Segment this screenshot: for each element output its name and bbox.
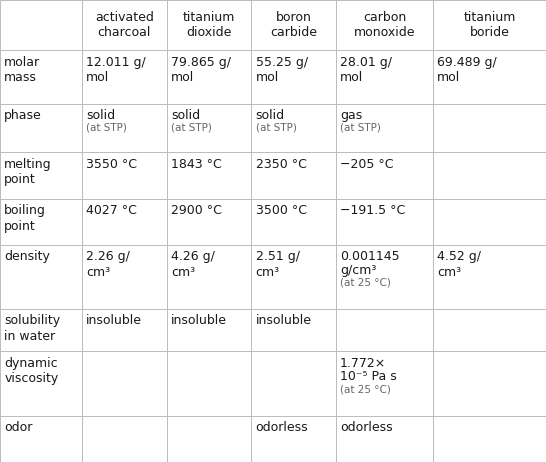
Text: insoluble: insoluble: [256, 314, 312, 327]
Text: 0.001145: 0.001145: [340, 250, 400, 263]
Text: −205 °C: −205 °C: [340, 158, 394, 171]
Text: (at STP): (at STP): [171, 122, 212, 132]
Text: 4.52 g/
cm³: 4.52 g/ cm³: [437, 250, 482, 279]
Text: 2.51 g/
cm³: 2.51 g/ cm³: [256, 250, 300, 279]
Text: solubility
in water: solubility in water: [4, 314, 61, 343]
Text: 79.865 g/
mol: 79.865 g/ mol: [171, 56, 231, 85]
Text: 4027 °C: 4027 °C: [86, 204, 137, 217]
Text: odor: odor: [4, 421, 33, 434]
Text: odorless: odorless: [256, 421, 308, 434]
Text: 10⁻⁵ Pa s: 10⁻⁵ Pa s: [340, 371, 397, 383]
Text: gas: gas: [340, 109, 363, 122]
Text: 3500 °C: 3500 °C: [256, 204, 306, 217]
Text: boiling
point: boiling point: [4, 204, 46, 233]
Text: dynamic
viscosity: dynamic viscosity: [4, 357, 58, 385]
Text: odorless: odorless: [340, 421, 393, 434]
Text: 1843 °C: 1843 °C: [171, 158, 222, 171]
Text: g/cm³: g/cm³: [340, 264, 377, 277]
Text: carbon
monoxide: carbon monoxide: [354, 11, 415, 39]
Text: molar
mass: molar mass: [4, 56, 40, 85]
Text: 69.489 g/
mol: 69.489 g/ mol: [437, 56, 497, 85]
Text: −191.5 °C: −191.5 °C: [340, 204, 406, 217]
Text: solid: solid: [171, 109, 200, 122]
Text: 2350 °C: 2350 °C: [256, 158, 306, 171]
Text: (at STP): (at STP): [340, 122, 381, 132]
Text: 2.26 g/
cm³: 2.26 g/ cm³: [86, 250, 130, 279]
Text: 12.011 g/
mol: 12.011 g/ mol: [86, 56, 146, 85]
Text: phase: phase: [4, 109, 42, 122]
Text: melting
point: melting point: [4, 158, 52, 187]
Text: (at STP): (at STP): [256, 122, 296, 132]
Text: solid: solid: [256, 109, 284, 122]
Text: 55.25 g/
mol: 55.25 g/ mol: [256, 56, 307, 85]
Text: 28.01 g/
mol: 28.01 g/ mol: [340, 56, 392, 85]
Text: (at STP): (at STP): [86, 122, 127, 132]
Text: titanium
boride: titanium boride: [464, 11, 515, 39]
Text: titanium
dioxide: titanium dioxide: [183, 11, 235, 39]
Text: solid: solid: [86, 109, 115, 122]
Text: 4.26 g/
cm³: 4.26 g/ cm³: [171, 250, 215, 279]
Text: (at 25 °C): (at 25 °C): [340, 384, 391, 394]
Text: boron
carbide: boron carbide: [270, 11, 317, 39]
Text: insoluble: insoluble: [171, 314, 227, 327]
Text: 3550 °C: 3550 °C: [86, 158, 137, 171]
Text: density: density: [4, 250, 50, 263]
Text: insoluble: insoluble: [86, 314, 143, 327]
Text: 2900 °C: 2900 °C: [171, 204, 222, 217]
Text: 1.772×: 1.772×: [340, 357, 387, 370]
Text: (at 25 °C): (at 25 °C): [340, 277, 391, 287]
Text: activated
charcoal: activated charcoal: [95, 11, 153, 39]
